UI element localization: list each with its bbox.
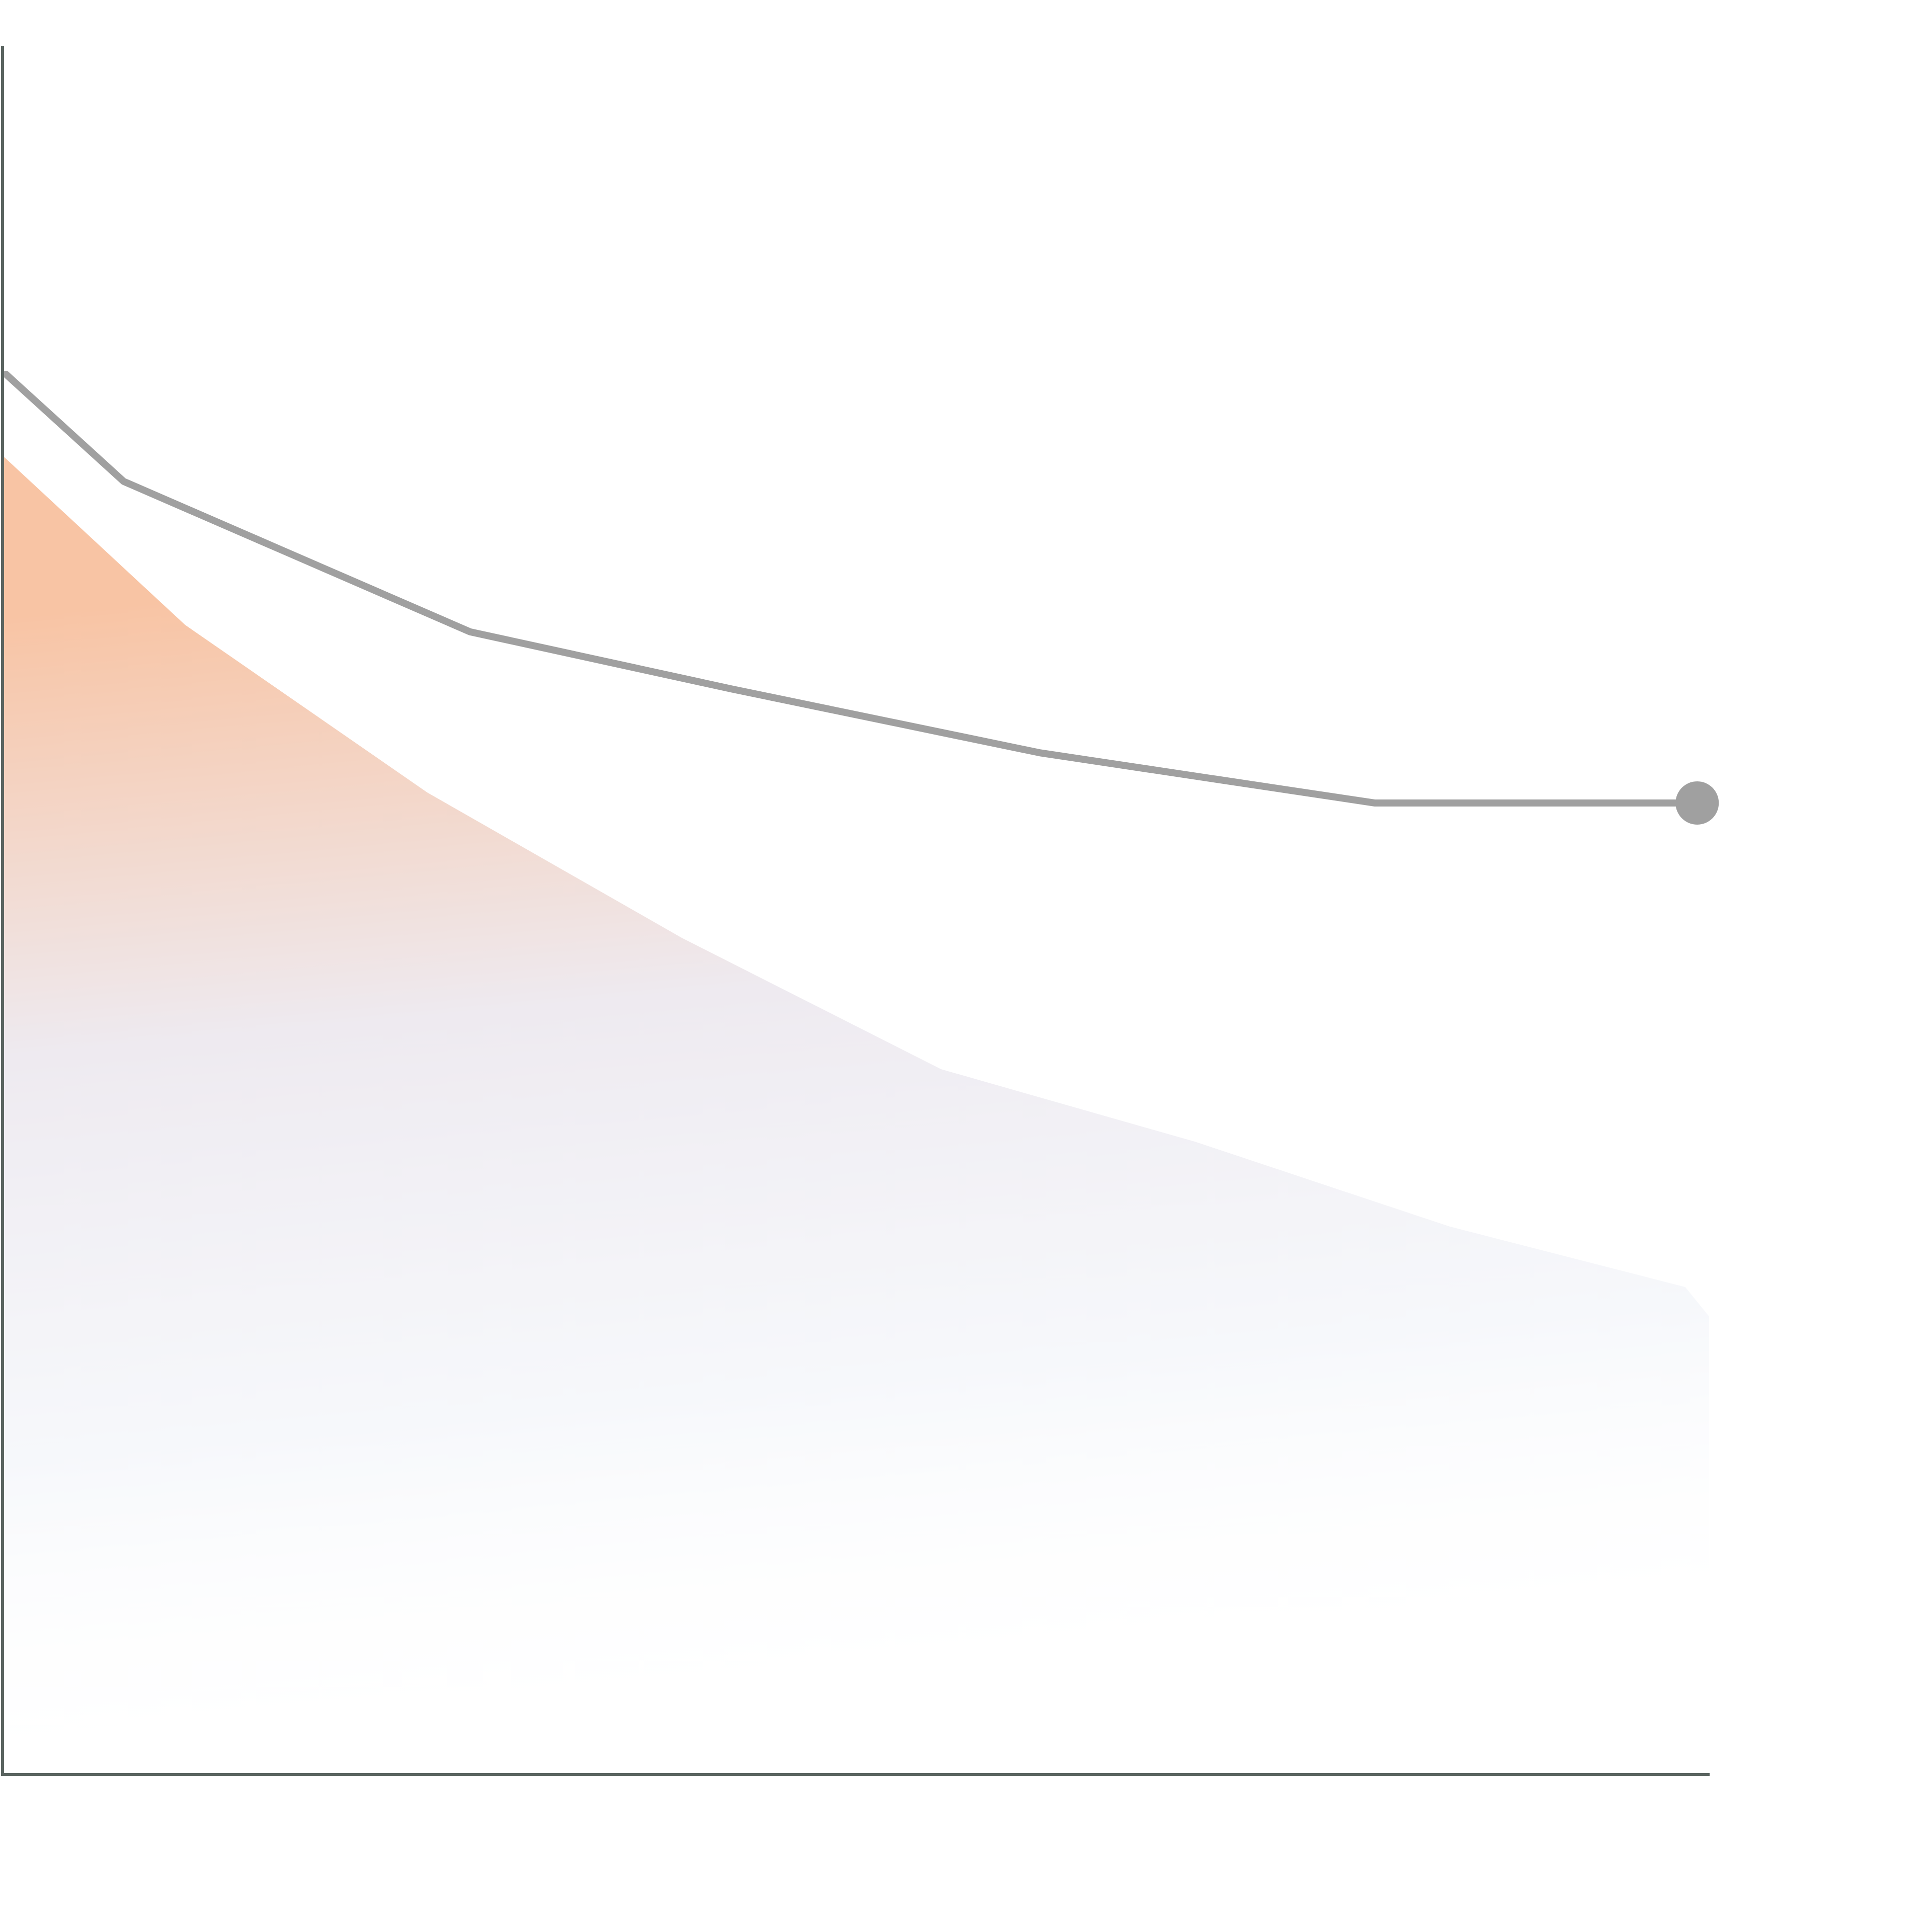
- plot-area: [2, 370, 1719, 1775]
- line: [2, 370, 1701, 807]
- end-point: [1675, 781, 1719, 825]
- area: [3, 455, 1709, 1775]
